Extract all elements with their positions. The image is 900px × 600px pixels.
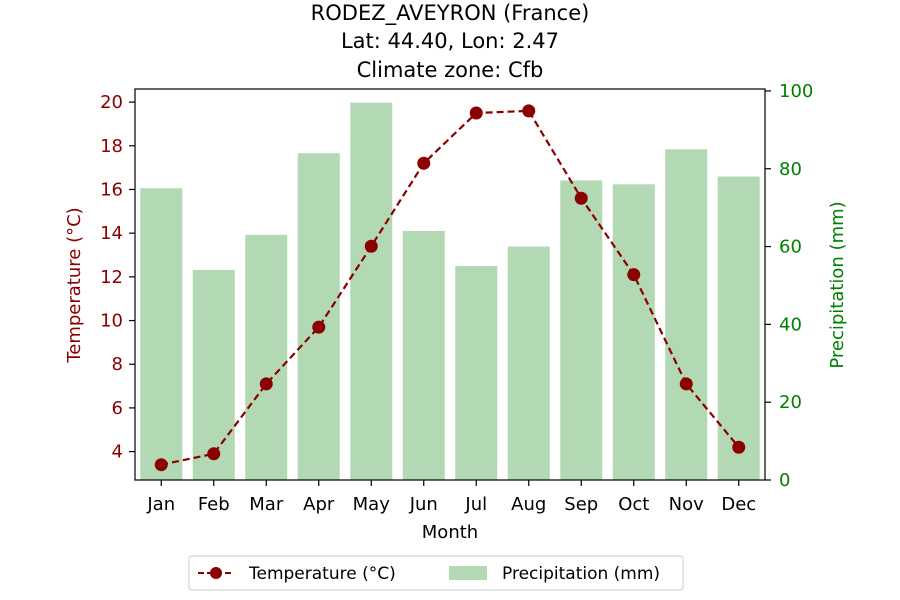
legend: Temperature (°C) Precipitation (mm) <box>188 555 684 591</box>
x-tick-label: Mar <box>249 494 284 515</box>
right-tick-label: 20 <box>779 392 802 413</box>
temperature-point-oct <box>627 268 641 282</box>
temperature-point-sep <box>574 191 588 205</box>
legend-temperature-marker <box>210 567 222 579</box>
precipitation-bar-oct <box>612 184 655 480</box>
left-axis-ticks: 4 6 8 10 12 14 16 18 20 <box>100 92 135 463</box>
left-tick-label: 16 <box>100 179 123 200</box>
x-axis-label: Month <box>422 522 478 543</box>
precipitation-bars <box>140 102 760 481</box>
right-tick-label: 80 <box>779 159 802 180</box>
left-tick-label: 6 <box>112 398 123 419</box>
temperature-point-nov <box>679 377 693 391</box>
left-tick-label: 14 <box>100 223 123 244</box>
x-tick-label: Jun <box>409 494 438 515</box>
temperature-point-jun <box>417 156 431 170</box>
chart-title-line-3: Climate zone: Cfb <box>357 58 544 82</box>
right-axis-label: Precipitation (mm) <box>827 201 848 368</box>
temperature-point-apr <box>312 320 326 334</box>
temperature-point-jan <box>154 458 168 472</box>
precipitation-bar-jul <box>455 266 498 480</box>
precipitation-bar-mar <box>245 234 288 480</box>
plot-frame <box>134 88 766 481</box>
x-tick-label: Nov <box>669 494 704 515</box>
left-tick-label: 18 <box>100 136 123 157</box>
legend-precipitation-swatch <box>449 566 487 580</box>
temperature-point-jul <box>469 106 483 120</box>
x-tick-label: Oct <box>618 494 649 515</box>
chart-title-line-2: Lat: 44.40, Lon: 2.47 <box>341 29 559 53</box>
temperature-series-line <box>161 109 740 466</box>
left-tick-label: 12 <box>100 267 123 288</box>
left-tick-label: 8 <box>112 354 123 375</box>
right-axis-ticks: 0 20 40 60 80 100 <box>765 81 813 491</box>
x-tick-label: Aug <box>511 494 546 515</box>
precipitation-bar-dec <box>717 176 760 481</box>
left-tick-label: 10 <box>100 311 123 332</box>
precipitation-bar-apr <box>297 153 340 480</box>
right-tick-label: 40 <box>779 314 802 335</box>
temperature-point-mar <box>259 377 273 391</box>
temperature-point-may <box>364 239 378 253</box>
chart-title-line-1: RODEZ_AVEYRON (France) <box>311 1 590 26</box>
left-tick-label: 4 <box>112 442 123 463</box>
right-tick-label: 100 <box>779 81 813 102</box>
temperature-point-dec <box>732 440 746 454</box>
x-tick-label: Apr <box>303 494 335 515</box>
precipitation-bar-may <box>350 102 393 480</box>
temperature-point-aug <box>522 104 536 118</box>
precipitation-bar-aug <box>507 246 550 480</box>
x-tick-label: Sep <box>564 494 598 515</box>
legend-box <box>188 555 684 591</box>
precipitation-bar-sep <box>560 180 603 480</box>
left-axis-label: Temperature (°C) <box>64 207 85 363</box>
x-axis-ticks: Jan Feb Mar Apr May Jun Jul Aug Sep Oct Nov Dec <box>146 480 756 515</box>
precipitation-bar-jan <box>140 188 183 480</box>
x-tick-label: Jan <box>146 494 175 515</box>
x-tick-label: Dec <box>721 494 756 515</box>
x-tick-label: Jul <box>464 494 487 515</box>
precipitation-bar-jun <box>402 231 445 480</box>
x-tick-label: Feb <box>198 494 230 515</box>
legend-precipitation-label: Precipitation (mm) <box>502 564 660 584</box>
left-tick-label: 20 <box>100 92 123 113</box>
chart-title: RODEZ_AVEYRON (France) Lat: 44.40, Lon: … <box>311 1 590 82</box>
temperature-point-feb <box>207 447 221 461</box>
precipitation-bar-feb <box>192 269 235 480</box>
temperature-line <box>154 104 746 472</box>
x-tick-label: May <box>353 494 391 515</box>
precipitation-bar-nov <box>665 149 708 481</box>
right-tick-label: 60 <box>779 237 802 258</box>
legend-temperature-label: Temperature (°C) <box>248 564 396 584</box>
right-tick-label: 0 <box>779 470 790 491</box>
